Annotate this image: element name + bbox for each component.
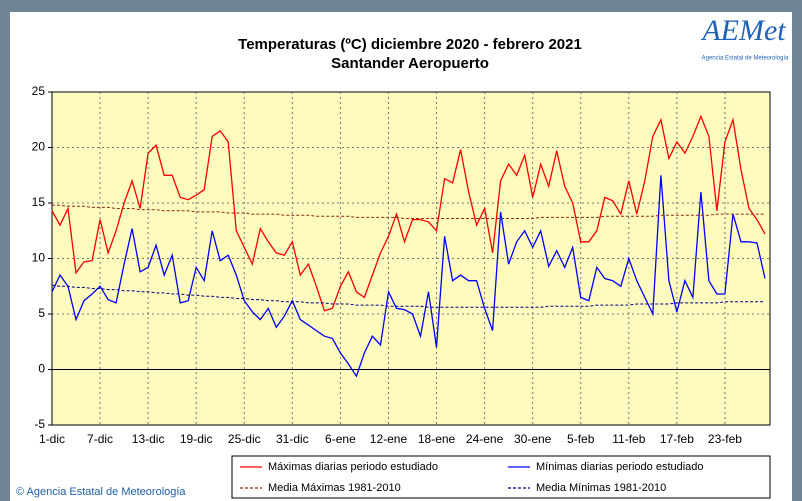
y-tick-label: 25 [32,84,46,98]
y-tick-label: -5 [34,417,45,431]
credit: © Agencia Estatal de Meteorología [16,486,186,498]
series-line [51,175,766,378]
legend-label: Mínimas diarias periodo estudiado [536,461,704,473]
series-line [51,114,766,312]
chart-subtitle: Santander Aeropuerto [331,55,489,72]
legend-label: Media Mínimas 1981-2010 [536,482,666,494]
x-tick-label: 30-ene [514,432,552,446]
x-tick-label: 25-dic [228,432,261,446]
x-tick-label: 11-feb [612,432,645,446]
legend-label: Media Máximas 1981-2010 [268,482,401,494]
y-tick-label: 20 [32,140,46,154]
x-tick-label: 23-feb [708,432,742,446]
x-tick-label: 17-feb [660,432,694,446]
x-tick-label: 24-ene [466,432,504,446]
x-tick-label: 19-dic [180,432,213,446]
x-tick-label: 5-feb [567,432,595,446]
logo-caption: Agencia Estatal de Meteorología [702,56,789,62]
x-tick-label: 13-dic [132,432,165,446]
y-tick-label: 15 [32,195,46,209]
logo: AEMet [700,14,786,47]
x-tick-label: 6-ene [325,432,356,446]
x-tick-label: 7-dic [87,432,113,446]
y-tick-label: 0 [38,362,45,376]
x-tick-label: 12-ene [370,432,408,446]
series-line [52,204,765,219]
x-tick-label: 31-dic [276,432,309,446]
legend-label: Máximas diarias periodo estudiado [268,461,438,473]
y-tick-label: 5 [38,306,45,320]
x-tick-label: 18-ene [418,432,456,446]
x-tick-label: 1-dic [39,432,65,446]
series-line [51,284,765,308]
legend [231,455,771,499]
chart-title: Temperaturas (ºC) diciembre 2020 - febre… [238,36,582,53]
y-tick-label: 10 [32,251,46,265]
